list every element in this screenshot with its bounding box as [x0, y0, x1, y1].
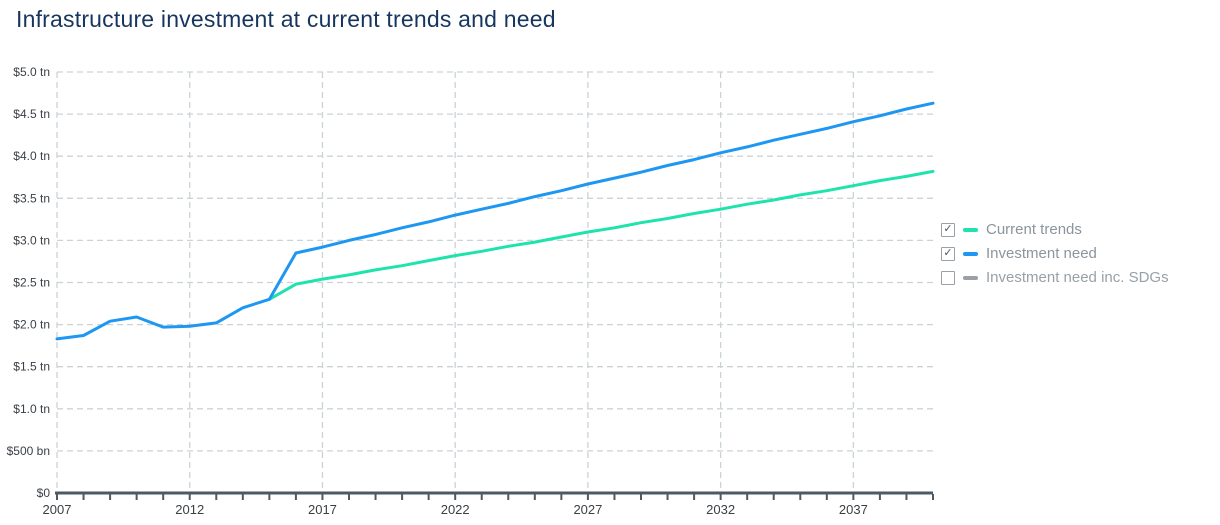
legend-item-current-trends[interactable]: ✓ Current trends	[941, 221, 1169, 238]
legend: ✓ Current trends ✓ Investment need Inves…	[941, 221, 1169, 286]
x-tick-label: 2032	[706, 502, 735, 517]
y-tick-label: $3.0 tn	[13, 233, 50, 247]
legend-item-investment-need-sdgs[interactable]: Investment need inc. SDGs	[941, 269, 1169, 286]
legend-label-investment-need: Investment need	[986, 245, 1097, 262]
chart-title: Infrastructure investment at current tre…	[16, 6, 556, 32]
x-tick-label: 2027	[573, 502, 602, 517]
y-tick-label: $5.0 tn	[13, 65, 50, 79]
y-tick-label: $2.5 tn	[13, 276, 50, 290]
legend-dash-investment-need-icon	[963, 251, 978, 256]
series-line-investment-need	[55, 101, 935, 341]
x-tick-label: 2022	[441, 502, 470, 517]
legend-item-investment-need[interactable]: ✓ Investment need	[941, 245, 1169, 262]
checkbox-current-trends[interactable]: ✓	[941, 222, 955, 237]
x-tick-label: 2017	[308, 502, 337, 517]
y-tick-label: $4.0 tn	[13, 149, 50, 163]
y-tick-label: $3.5 tn	[13, 191, 50, 205]
y-tick-label: $4.5 tn	[13, 107, 50, 121]
y-tick-label: $1.0 tn	[13, 402, 50, 416]
legend-dash-current-trends-icon	[963, 227, 978, 232]
y-tick-label: $500 bn	[7, 444, 50, 458]
checkbox-investment-need-sdgs[interactable]	[941, 270, 955, 285]
legend-label-investment-need-sdgs: Investment need inc. SDGs	[986, 269, 1169, 286]
x-tick-label: 2037	[839, 502, 868, 517]
x-tick-label: 2012	[175, 502, 204, 517]
legend-label-current-trends: Current trends	[986, 221, 1082, 238]
y-tick-label: $2.0 tn	[13, 318, 50, 332]
series-line-current-trends	[267, 169, 935, 301]
y-tick-label: $1.5 tn	[13, 360, 50, 374]
y-tick-label: $0	[37, 486, 51, 500]
checkbox-investment-need[interactable]: ✓	[941, 246, 955, 261]
legend-dash-investment-need-sdgs-icon	[963, 275, 978, 280]
x-tick-label: 2007	[43, 502, 72, 517]
